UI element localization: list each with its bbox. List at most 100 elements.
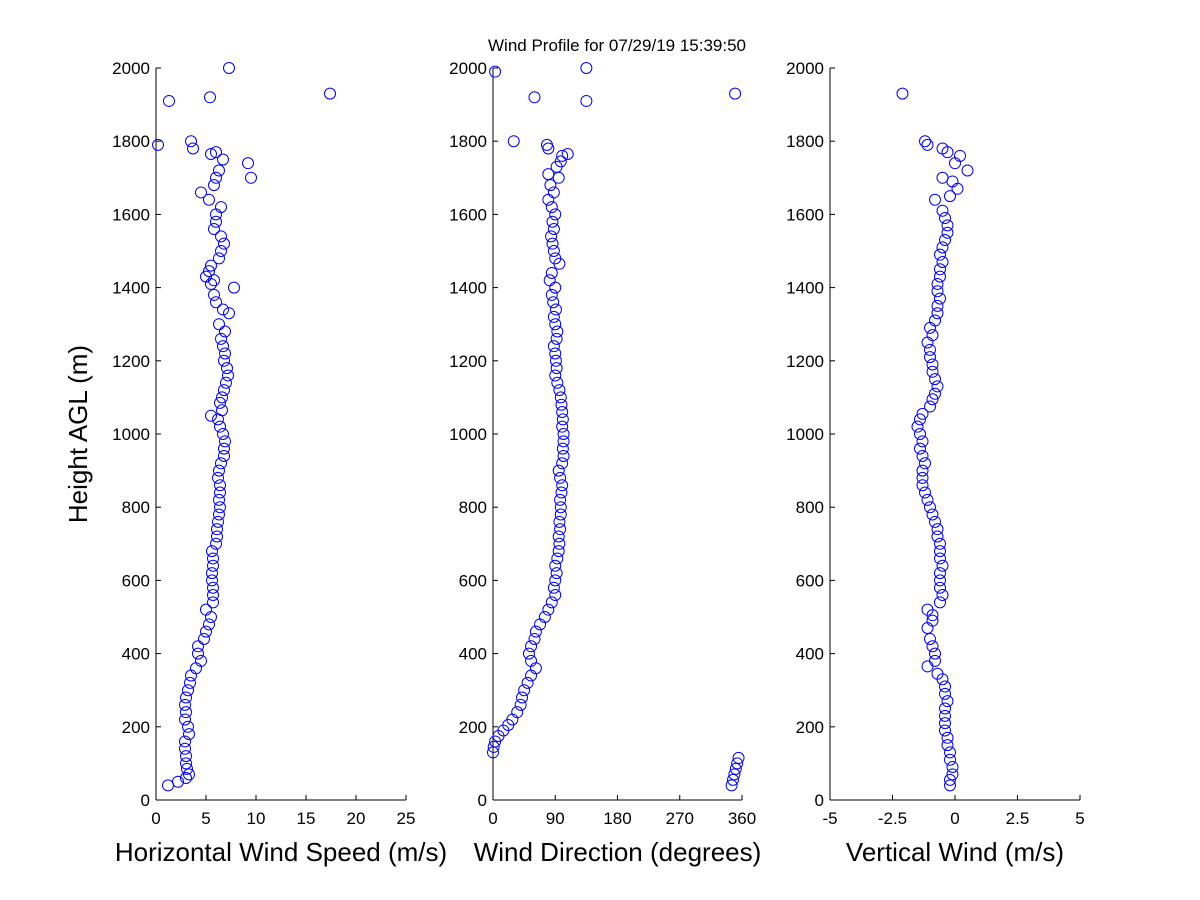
data-point xyxy=(179,698,191,711)
data-point xyxy=(550,362,563,375)
x-tick-label: 10 xyxy=(247,809,266,828)
y-tick-label: 600 xyxy=(459,571,487,590)
data-point xyxy=(934,263,946,276)
x-tick-label: 2.5 xyxy=(1006,809,1030,828)
data-point xyxy=(931,299,944,312)
data-point xyxy=(939,709,951,722)
data-point xyxy=(228,281,240,294)
data-point xyxy=(208,274,220,287)
data-point xyxy=(916,479,929,492)
data-point xyxy=(554,523,567,536)
data-point xyxy=(549,318,562,331)
data-point xyxy=(546,215,559,228)
data-point xyxy=(208,288,220,301)
data-point xyxy=(929,314,941,327)
data-point xyxy=(556,479,569,492)
data-point xyxy=(944,773,956,786)
data-point xyxy=(545,266,558,279)
y-tick-label: 400 xyxy=(122,645,150,664)
data-point xyxy=(924,321,936,334)
data-point xyxy=(514,698,527,711)
data-point xyxy=(547,186,560,199)
data-point xyxy=(187,142,199,155)
data-point xyxy=(939,717,951,730)
data-point xyxy=(180,772,192,785)
data-point xyxy=(946,175,959,188)
data-point xyxy=(217,303,229,316)
data-point xyxy=(926,329,939,342)
data-point xyxy=(192,647,204,660)
y-tick-label: 800 xyxy=(459,498,487,517)
y-tick-label: 1800 xyxy=(449,132,487,151)
data-point xyxy=(529,625,542,638)
data-point xyxy=(213,164,225,177)
data-point xyxy=(184,676,196,689)
data-point xyxy=(549,589,562,602)
data-point xyxy=(545,201,558,214)
data-point xyxy=(210,296,222,309)
x-tick-label: 90 xyxy=(546,809,565,828)
y-tick-label: 400 xyxy=(459,645,487,664)
data-point xyxy=(542,193,555,206)
data-point xyxy=(934,574,946,587)
data-point xyxy=(936,255,949,268)
data-point xyxy=(182,684,194,697)
data-point xyxy=(525,654,538,667)
data-point xyxy=(195,186,207,199)
data-point xyxy=(926,614,939,627)
data-point xyxy=(936,204,949,217)
data-point xyxy=(549,252,562,265)
data-point xyxy=(207,581,219,594)
data-point xyxy=(553,384,566,397)
y-tick-label: 1200 xyxy=(449,352,487,371)
data-point xyxy=(552,464,565,477)
data-point xyxy=(215,230,227,243)
data-point xyxy=(557,428,570,440)
data-point xyxy=(926,508,939,521)
data-point xyxy=(921,493,934,506)
data-point xyxy=(213,318,225,331)
data-point xyxy=(200,270,212,283)
data-point xyxy=(727,773,740,786)
data-point xyxy=(522,647,535,660)
data-point xyxy=(921,138,934,151)
data-point xyxy=(556,413,569,426)
data-point xyxy=(207,596,219,609)
data-point xyxy=(725,779,738,792)
y-tick-label: 1000 xyxy=(112,425,150,444)
data-point xyxy=(180,691,192,704)
data-point xyxy=(934,552,946,565)
data-point xyxy=(219,435,231,448)
data-point xyxy=(941,695,954,708)
data-point xyxy=(924,632,936,645)
x-tick-label: -2.5 xyxy=(878,809,907,828)
data-point xyxy=(580,94,593,107)
data-point xyxy=(190,662,202,675)
data-point xyxy=(210,215,222,228)
x-tick-label: -5 xyxy=(822,809,837,828)
data-point xyxy=(185,669,197,682)
data-point xyxy=(180,750,192,763)
data-point xyxy=(221,362,233,375)
data-point xyxy=(941,219,954,232)
data-point xyxy=(198,632,210,645)
data-point xyxy=(941,226,954,239)
data-point xyxy=(916,435,929,448)
data-point xyxy=(212,471,224,484)
data-point xyxy=(222,369,234,382)
y-tick-label: 1400 xyxy=(786,279,824,298)
data-point xyxy=(487,740,500,753)
y-tick-label: 2000 xyxy=(786,59,824,78)
data-point xyxy=(210,171,222,184)
data-point xyxy=(929,193,941,206)
data-point xyxy=(208,179,220,192)
data-point xyxy=(216,391,228,404)
data-point xyxy=(556,406,569,419)
data-point xyxy=(946,768,959,781)
data-point xyxy=(547,296,560,309)
data-point xyxy=(934,292,946,305)
y-tick-label: 1200 xyxy=(112,352,150,371)
data-point xyxy=(545,596,558,609)
data-point xyxy=(163,94,175,107)
data-point xyxy=(223,307,235,320)
